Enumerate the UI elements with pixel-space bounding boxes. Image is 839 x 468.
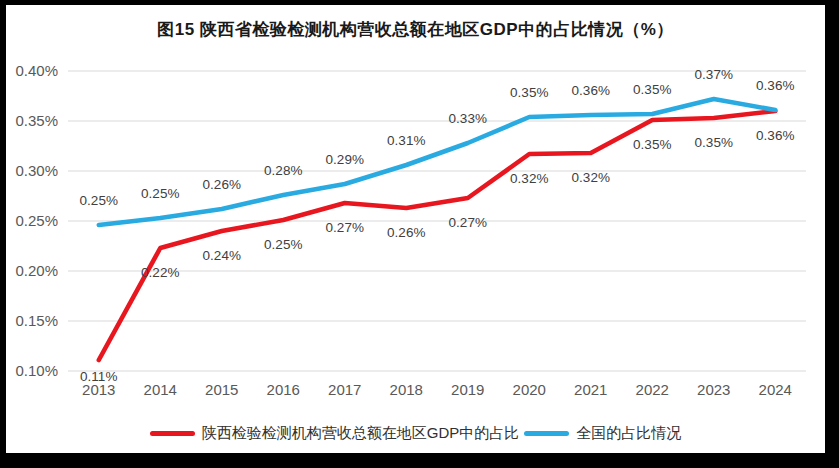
- y-axis-tick-label: 0.35%: [15, 112, 58, 129]
- legend-item-national: 全国的占比情况: [524, 424, 681, 443]
- x-axis-tick-label: 2015: [205, 381, 238, 398]
- legend-label-shaanxi: 陕西检验检测机构营收总额在地区GDP中的占比: [202, 424, 520, 443]
- chart-canvas: 图15 陕西省检验检测机构营收总额在地区GDP中的占比情况（%） 0.40%0.…: [6, 5, 825, 453]
- x-axis-tick-label: 2022: [636, 381, 669, 398]
- x-axis-tick-label: 2014: [144, 381, 177, 398]
- data-label-national: 0.36%: [756, 78, 794, 93]
- data-label-national: 0.36%: [572, 83, 610, 98]
- data-label-national: 0.35%: [510, 85, 548, 100]
- y-axis-tick-label: 0.40%: [15, 62, 58, 79]
- data-label-shaanxi: 0.26%: [387, 225, 425, 240]
- data-label-shaanxi: 0.22%: [141, 265, 179, 280]
- data-label-national: 0.31%: [387, 133, 425, 148]
- x-axis-tick-label: 2016: [267, 381, 300, 398]
- chart-svg: 0.40%0.35%0.30%0.25%0.20%0.15%0.10%20132…: [6, 5, 825, 453]
- y-axis-tick-label: 0.30%: [15, 162, 58, 179]
- data-label-shaanxi: 0.35%: [695, 135, 733, 150]
- y-axis-tick-label: 0.10%: [15, 362, 58, 379]
- y-axis-tick-label: 0.20%: [15, 262, 58, 279]
- data-label-national: 0.29%: [326, 152, 364, 167]
- data-label-national: 0.25%: [141, 186, 179, 201]
- data-label-shaanxi: 0.27%: [449, 215, 487, 230]
- x-axis-tick-label: 2018: [390, 381, 423, 398]
- chart-legend: 陕西检验检测机构营收总额在地区GDP中的占比 全国的占比情况: [6, 424, 825, 443]
- x-axis-tick-label: 2020: [513, 381, 546, 398]
- data-label-shaanxi: 0.36%: [756, 128, 794, 143]
- data-label-national: 0.35%: [633, 82, 671, 97]
- data-label-shaanxi: 0.25%: [264, 237, 302, 252]
- y-axis-tick-label: 0.25%: [15, 212, 58, 229]
- data-label-shaanxi: 0.32%: [572, 170, 610, 185]
- data-label-shaanxi: 0.27%: [326, 220, 364, 235]
- legend-swatch-blue-line: [524, 431, 569, 436]
- data-label-shaanxi: 0.32%: [510, 171, 548, 186]
- x-axis-tick-label: 2024: [759, 381, 792, 398]
- data-label-national: 0.25%: [80, 193, 118, 208]
- legend-swatch-red-line: [150, 431, 195, 436]
- data-label-shaanxi: 0.11%: [80, 369, 117, 384]
- series-line-shaanxi: [99, 111, 776, 360]
- x-axis-tick-label: 2019: [451, 381, 484, 398]
- data-label-national: 0.37%: [695, 67, 733, 82]
- x-axis-tick-label: 2017: [328, 381, 361, 398]
- data-label-shaanxi: 0.24%: [203, 248, 241, 263]
- y-axis-tick-label: 0.15%: [15, 312, 58, 329]
- chart-figure: 图15 陕西省检验检测机构营收总额在地区GDP中的占比情况（%） 0.40%0.…: [0, 0, 839, 468]
- legend-item-shaanxi: 陕西检验检测机构营收总额在地区GDP中的占比: [150, 424, 520, 443]
- data-label-national: 0.33%: [449, 111, 487, 126]
- data-label-national: 0.28%: [264, 163, 302, 178]
- x-axis-tick-label: 2021: [574, 381, 607, 398]
- data-label-national: 0.26%: [203, 177, 241, 192]
- x-axis-tick-label: 2023: [697, 381, 730, 398]
- data-label-shaanxi: 0.35%: [633, 137, 671, 152]
- legend-label-national: 全国的占比情况: [576, 424, 681, 443]
